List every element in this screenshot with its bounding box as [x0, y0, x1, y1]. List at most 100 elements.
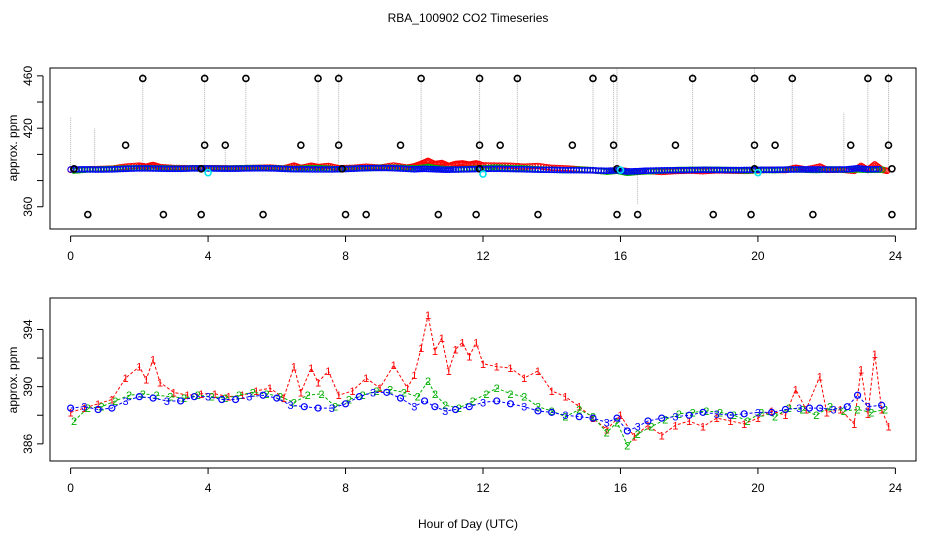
top-point-blue — [450, 166, 457, 173]
top-point-blue — [636, 167, 644, 175]
bottom-point-label-1: 1 — [439, 333, 445, 345]
bottom-point-label-2: 2 — [841, 406, 847, 418]
bottom-point-series-3 — [108, 404, 116, 412]
bottom-point-label-2: 2 — [112, 396, 118, 408]
bottom-point-label-1: 1 — [727, 416, 733, 428]
bottom-point-label-3: 3 — [480, 397, 486, 409]
top-cyan-point — [479, 170, 487, 178]
bottom-point-label-1: 1 — [885, 422, 891, 434]
top-black-mid-point — [475, 141, 484, 150]
top-y-tick-label: 360 — [21, 196, 35, 216]
top-point-blue — [854, 164, 861, 172]
bottom-point-label-1: 1 — [865, 409, 871, 421]
top-black-high-point — [314, 74, 322, 83]
top-point-blue — [630, 168, 637, 175]
top-x-tick-label: 24 — [889, 249, 903, 263]
bottom-point-label-1: 1 — [239, 390, 245, 402]
bottom-point-label-2: 2 — [415, 392, 421, 404]
top-point-blue — [429, 165, 437, 173]
bottom-point-label-1: 1 — [466, 352, 472, 364]
bottom-point-label-2: 2 — [758, 407, 764, 419]
bottom-point-label-1: 1 — [143, 375, 149, 387]
bottom-point-label-1: 1 — [123, 373, 129, 385]
bottom-point-series-3 — [67, 404, 75, 412]
top-black-low-point — [197, 210, 206, 219]
bottom-point-label-1: 1 — [824, 407, 830, 419]
bottom-point-label-3: 3 — [246, 392, 252, 404]
bottom-point-label-2: 2 — [813, 410, 819, 422]
top-point-blue — [848, 165, 855, 173]
bottom-point-label-1: 1 — [817, 372, 823, 384]
top-black-mid-point — [496, 141, 504, 150]
bottom-point-label-3: 3 — [796, 403, 802, 415]
top-point-blue — [799, 166, 807, 173]
top-point-blue — [642, 167, 650, 175]
top-black-mid-point — [884, 141, 893, 150]
bottom-point-label-1: 1 — [150, 354, 156, 366]
top-black-high-point — [788, 74, 797, 83]
bottom-point-series-3 — [853, 391, 862, 399]
top-point-blue — [843, 166, 851, 173]
top-black-high-point — [589, 74, 597, 83]
bottom-point-label-1: 1 — [411, 370, 417, 382]
top-point-blue — [603, 167, 611, 175]
top-point-blue — [607, 167, 615, 174]
bottom-point-label-2: 2 — [85, 403, 91, 415]
top-black-low-point — [709, 210, 718, 219]
top-black-high-point — [200, 74, 209, 83]
top-black-mid-point — [568, 141, 577, 150]
top-point-blue — [814, 166, 822, 173]
bottom-point-label-2: 2 — [604, 427, 610, 439]
bottom-point-series-3 — [218, 395, 226, 404]
top-point-blue — [808, 166, 815, 173]
bottom-point-label-2: 2 — [483, 389, 489, 401]
bottom-point-label-1: 1 — [315, 377, 321, 389]
top-black-mid-point — [750, 141, 759, 150]
bottom-x-tick-label: 12 — [476, 481, 490, 495]
bottom-point-label-1: 1 — [404, 383, 410, 395]
bottom-point-label-2: 2 — [855, 405, 861, 417]
top-black-mid-point — [396, 141, 405, 150]
top-point-blue — [806, 166, 813, 173]
bottom-point-label-2: 2 — [236, 390, 242, 402]
bottom-x-tick-label: 24 — [889, 481, 903, 495]
bottom-point-label-1: 1 — [521, 373, 527, 385]
bottom-point-series-3 — [699, 408, 707, 416]
bottom-x-tick-label: 4 — [205, 481, 212, 495]
top-black-mid-point — [200, 141, 209, 150]
bottom-y-tick-label: 394 — [21, 319, 35, 339]
bottom-point-label-1: 1 — [604, 425, 610, 437]
bottom-point-label-1: 1 — [198, 389, 204, 401]
top-y-tick-label: 420 — [21, 118, 35, 138]
bottom-point-label-1: 1 — [879, 405, 885, 417]
bottom-point-label-1: 1 — [576, 402, 582, 414]
top-black-low-point — [809, 210, 817, 219]
top-plot-frame — [49, 67, 917, 230]
top-point-blue — [609, 167, 617, 174]
bottom-point-label-2: 2 — [291, 397, 297, 409]
top-black-low-point — [84, 210, 92, 219]
bottom-point-label-1: 1 — [171, 387, 177, 399]
top-x-tick-label: 16 — [614, 249, 628, 263]
bottom-point-series-3 — [355, 393, 363, 401]
top-point-blue — [413, 165, 420, 173]
bottom-x-tick-label: 8 — [342, 481, 349, 495]
bottom-point-label-1: 1 — [81, 403, 87, 415]
bottom-point-label-1: 1 — [549, 386, 555, 398]
bottom-point-series-3 — [190, 393, 198, 401]
top-black-low-point — [613, 210, 621, 219]
bottom-point-series-3 — [231, 395, 240, 404]
top-point-blue — [443, 166, 451, 173]
bottom-point-label-1: 1 — [157, 377, 163, 389]
x-axis-title: Hour of Day (UTC) — [418, 517, 518, 531]
bottom-point-series-3 — [431, 403, 439, 411]
top-black-high-point — [513, 74, 522, 83]
bottom-point-series-3 — [273, 394, 281, 402]
top-point-blue — [425, 165, 433, 173]
top-point-blue — [872, 165, 880, 173]
top-point-blue — [640, 167, 648, 175]
bottom-y-tick-label: 390 — [21, 376, 35, 396]
top-point-blue — [431, 166, 439, 173]
